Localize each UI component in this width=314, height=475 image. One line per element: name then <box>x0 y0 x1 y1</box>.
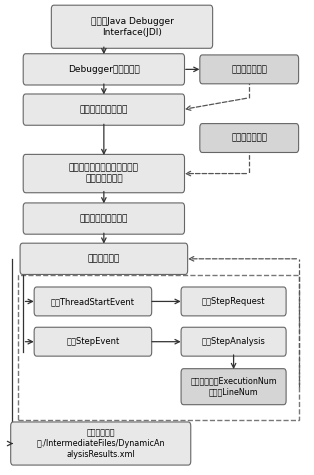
FancyBboxPatch shape <box>181 369 286 405</box>
Text: 处理ThreadStartEvent: 处理ThreadStartEvent <box>51 297 135 306</box>
Text: 链接器参数设置: 链接器参数设置 <box>231 65 267 74</box>
FancyBboxPatch shape <box>181 327 286 356</box>
Text: 记录分析结果
到./IntermediateFiles/DynamicAn
alysisResults.xml: 记录分析结果 到./IntermediateFiles/DynamicAn al… <box>36 428 165 459</box>
FancyBboxPatch shape <box>23 54 185 85</box>
Text: 链接器获得目标虚拟机地址并
链接目标虚拟机: 链接器获得目标虚拟机地址并 链接目标虚拟机 <box>69 163 139 184</box>
FancyBboxPatch shape <box>200 124 299 152</box>
Text: 进行StepAnalysis: 进行StepAnalysis <box>202 337 266 346</box>
FancyBboxPatch shape <box>23 154 185 193</box>
FancyBboxPatch shape <box>34 327 152 356</box>
FancyBboxPatch shape <box>51 5 213 48</box>
Text: 获得目标虚拟机镜像: 获得目标虚拟机镜像 <box>80 214 128 223</box>
Text: Debugger生成链接器: Debugger生成链接器 <box>68 65 140 74</box>
Text: 进入事件循环: 进入事件循环 <box>88 254 120 263</box>
FancyBboxPatch shape <box>23 203 185 234</box>
Text: 设置StepRequest: 设置StepRequest <box>202 297 265 306</box>
FancyBboxPatch shape <box>20 243 188 275</box>
FancyBboxPatch shape <box>34 287 152 316</box>
FancyBboxPatch shape <box>11 422 191 465</box>
FancyBboxPatch shape <box>181 287 286 316</box>
Text: 获取执行顺序ExecutionNum
及行号LineNum: 获取执行顺序ExecutionNum 及行号LineNum <box>190 377 277 397</box>
Text: 目标虚拟机启动: 目标虚拟机启动 <box>231 133 267 142</box>
Text: 链接器进入监听状态: 链接器进入监听状态 <box>80 105 128 114</box>
FancyBboxPatch shape <box>200 55 299 84</box>
Bar <box>18 276 299 420</box>
Text: 初始化Java Debugger
Interface(JDI): 初始化Java Debugger Interface(JDI) <box>90 17 173 37</box>
FancyBboxPatch shape <box>23 94 185 125</box>
Text: 处理StepEvent: 处理StepEvent <box>66 337 120 346</box>
